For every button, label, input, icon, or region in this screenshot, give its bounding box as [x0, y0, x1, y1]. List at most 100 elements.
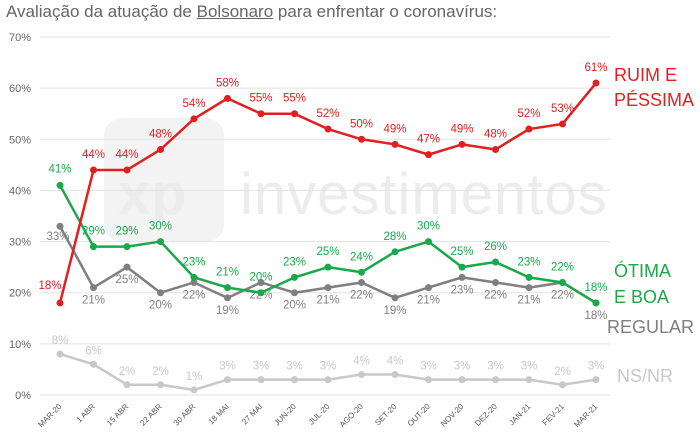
data-label: 58% [216, 77, 239, 89]
data-label: 61% [584, 62, 607, 74]
data-point [157, 146, 164, 154]
x-tick-label: AGO-20 [338, 402, 366, 430]
data-point [123, 381, 131, 389]
data-label: 24% [350, 251, 373, 263]
data-point [525, 284, 533, 292]
data-point [190, 273, 198, 281]
data-point [56, 299, 64, 307]
data-point [425, 284, 432, 292]
data-label: 21% [517, 295, 540, 307]
chart-title-prefix: Avaliação da atuação de [6, 2, 197, 21]
data-label: 3% [219, 361, 236, 373]
data-point [324, 263, 332, 271]
data-label: 28% [383, 231, 406, 243]
x-tick-label: FEV-21 [541, 402, 567, 428]
chart-title-name: Bolsonaro [196, 2, 274, 21]
data-point [425, 238, 432, 246]
y-tick-label: 60% [9, 83, 31, 95]
data-point [257, 110, 265, 118]
data-point [190, 278, 198, 286]
data-label: 21% [216, 267, 239, 279]
x-tick-label: JUL-20 [307, 402, 332, 427]
legend-label: REGULAR [607, 317, 694, 337]
data-label: 3% [286, 361, 303, 373]
data-label: 52% [316, 108, 339, 120]
data-point [458, 273, 466, 281]
data-label: 21% [316, 295, 339, 307]
data-label: 23% [182, 256, 205, 268]
data-point [291, 273, 298, 281]
x-axis: MAR-20 1 ABR 15 ABR 22 ABR 30 ABR 18 MAI 27 MA… [36, 402, 599, 430]
x-tick-label: 18 MAI [207, 402, 231, 426]
data-label: 2% [119, 366, 136, 378]
data-point [190, 115, 198, 123]
data-point [492, 278, 499, 286]
data-label: 19% [383, 305, 406, 317]
y-tick-label: 20% [9, 288, 31, 300]
legend-label: PÉSSIMA [614, 90, 694, 110]
data-point [324, 376, 332, 384]
data-point [391, 371, 399, 379]
data-point [224, 376, 231, 384]
legend-label: NS/NR [617, 366, 673, 386]
data-point [90, 243, 97, 251]
data-point [358, 371, 365, 379]
x-tick-label: 15 ABR [105, 402, 131, 428]
y-tick-label: 0% [15, 390, 31, 402]
x-tick-label: 1 ABR [75, 402, 98, 425]
data-point [592, 376, 600, 384]
data-label: 23% [283, 256, 306, 268]
watermark-logo-text: xp [118, 162, 188, 227]
data-label: 3% [253, 361, 270, 373]
x-tick-label: OUT-20 [406, 402, 433, 429]
data-point [90, 284, 97, 292]
watermark-logo-box [104, 118, 224, 242]
data-label: 55% [249, 93, 272, 105]
data-label: 19% [216, 305, 239, 317]
y-tick-label: 10% [9, 339, 31, 351]
data-label: 30% [149, 221, 172, 233]
series-0: 18% 44% 44% 48% 54% 58% 55% 55% 52% 50% 49% 47% 49% 4… [38, 62, 608, 307]
series-1: 41% 29% 29% 30% 23% 21% 20% 23% 25% 24% 28% 30% 25% 2… [48, 163, 608, 307]
data-point [257, 278, 265, 286]
data-label: 49% [450, 123, 473, 135]
data-point [157, 238, 164, 246]
data-point [123, 166, 131, 174]
data-label: 8% [52, 335, 69, 347]
data-point [123, 243, 131, 251]
y-tick-label: 70% [9, 32, 31, 44]
data-label: 3% [454, 361, 471, 373]
data-label: 22% [551, 261, 574, 273]
x-tick-label: DEZ-20 [473, 402, 499, 428]
x-tick-label: JAN-21 [507, 402, 533, 428]
data-label: 18% [38, 280, 61, 292]
data-label: 21% [82, 295, 105, 307]
data-point [123, 263, 131, 271]
data-point [324, 125, 332, 133]
chart-title: Avaliação da atuação de Bolsonaro para e… [6, 2, 497, 22]
data-label: 4% [353, 356, 370, 368]
data-point [291, 110, 298, 118]
data-point [592, 299, 600, 307]
data-label: 22% [551, 289, 574, 301]
data-point [358, 135, 365, 143]
data-label: 22% [182, 289, 205, 301]
data-label: 22% [484, 289, 507, 301]
data-label: 23% [517, 256, 540, 268]
x-tick-label: 30 ABR [172, 402, 198, 428]
data-label: 30% [417, 221, 440, 233]
data-label: 29% [115, 226, 138, 238]
data-label: 48% [149, 129, 172, 141]
data-point [190, 386, 198, 394]
data-label: 21% [417, 295, 440, 307]
data-point [56, 222, 64, 230]
data-label: 50% [350, 118, 373, 130]
data-label: 3% [420, 361, 437, 373]
data-label: 25% [450, 246, 473, 258]
x-tick-label: 22 ABR [138, 402, 164, 428]
x-tick-label: MAR-21 [572, 402, 599, 429]
data-point [358, 268, 365, 276]
data-point [224, 284, 231, 292]
legend-label: E BOA [614, 287, 669, 307]
